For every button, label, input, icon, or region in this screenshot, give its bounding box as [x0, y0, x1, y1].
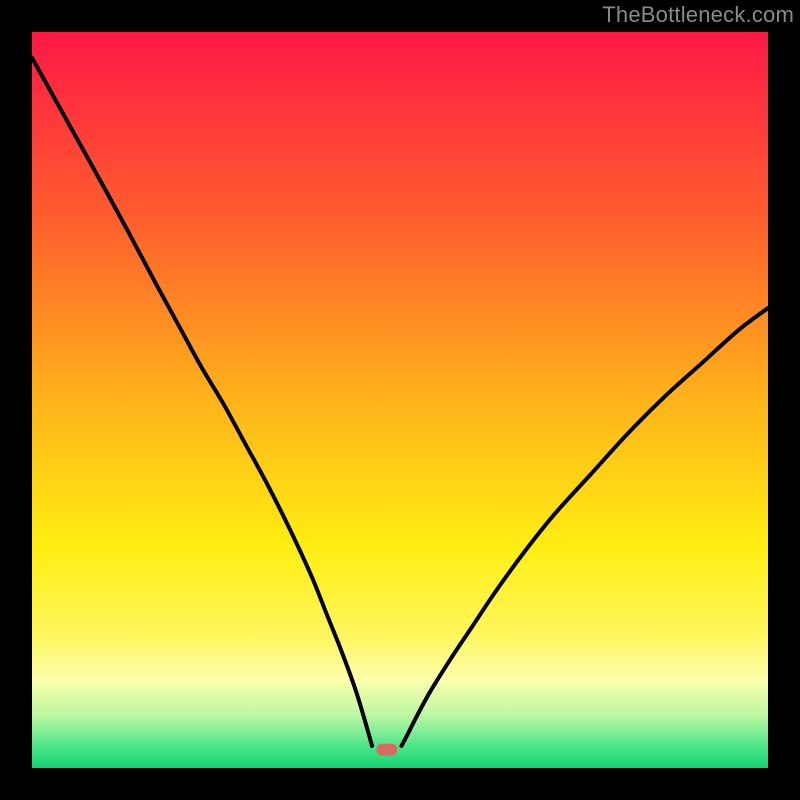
- watermark-text: TheBottleneck.com: [602, 0, 800, 28]
- bottleneck-chart: [0, 0, 800, 800]
- plot-background: [32, 32, 768, 768]
- chart-frame: TheBottleneck.com: [0, 0, 800, 800]
- bottleneck-marker: [376, 744, 397, 756]
